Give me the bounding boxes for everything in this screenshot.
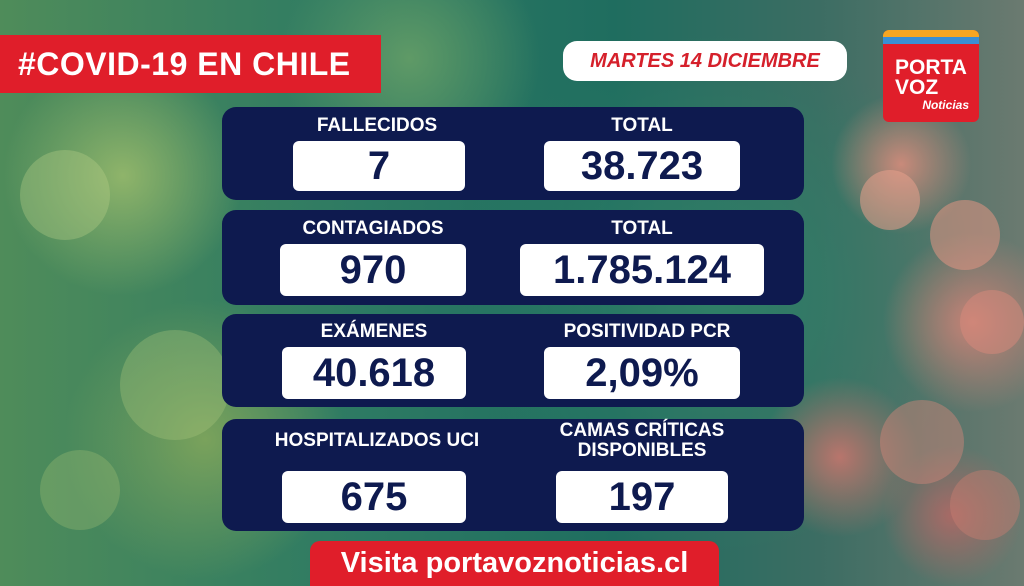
value-examenes: 40.618 <box>282 347 466 399</box>
portavoz-logo[interactable]: PORTA VOZ Noticias <box>883 30 979 122</box>
value-hospitalizados: 675 <box>282 471 466 523</box>
background-virus-blob <box>960 290 1024 354</box>
logo-text-porta: PORTA <box>895 56 967 79</box>
background-virus-blob <box>930 200 1000 270</box>
panel-hospitalizados: HOSPITALIZADOS UCI 675 CAMAS CRÍTICAS DI… <box>222 419 804 531</box>
background-virus-blob <box>120 330 230 440</box>
label-fallecidos: FALLECIDOS <box>316 115 438 136</box>
logo-stripe-blue <box>883 37 979 44</box>
background-virus-blob <box>860 170 920 230</box>
value-fallecidos: 7 <box>293 141 465 191</box>
label-examenes: EXÁMENES <box>320 321 428 342</box>
background-virus-blob <box>20 150 110 240</box>
website-link[interactable]: Visita portavoznoticias.cl <box>310 541 719 586</box>
label-contagiados-total: TOTAL <box>611 218 673 239</box>
page-title: #COVID-19 EN CHILE <box>0 35 381 93</box>
label-fallecidos-total: TOTAL <box>611 115 673 136</box>
panel-contagiados: CONTAGIADOS 970 TOTAL 1.785.124 <box>222 210 804 305</box>
background-virus-blob <box>880 400 964 484</box>
background-virus-blob <box>40 450 120 530</box>
value-contagiados: 970 <box>280 244 466 296</box>
panel-examenes: EXÁMENES 40.618 POSITIVIDAD PCR 2,09% <box>222 314 804 407</box>
logo-text-noticias: Noticias <box>922 98 969 112</box>
date-badge: MARTES 14 DICIEMBRE <box>563 41 847 81</box>
label-positividad: POSITIVIDAD PCR <box>563 321 731 342</box>
value-positividad: 2,09% <box>544 347 740 399</box>
background-virus-blob <box>950 470 1020 540</box>
value-contagiados-total: 1.785.124 <box>520 244 764 296</box>
label-hospitalizados: HOSPITALIZADOS UCI <box>274 430 480 451</box>
value-fallecidos-total: 38.723 <box>544 141 740 191</box>
logo-stripe-orange <box>883 30 979 37</box>
panel-fallecidos: FALLECIDOS 7 TOTAL 38.723 <box>222 107 804 200</box>
logo-text-voz: VOZ <box>895 76 939 99</box>
value-camas: 197 <box>556 471 728 523</box>
label-camas-line1: CAMAS CRÍTICAS <box>559 420 725 441</box>
label-contagiados: CONTAGIADOS <box>302 218 444 239</box>
label-camas-line2: DISPONIBLES <box>577 440 707 461</box>
